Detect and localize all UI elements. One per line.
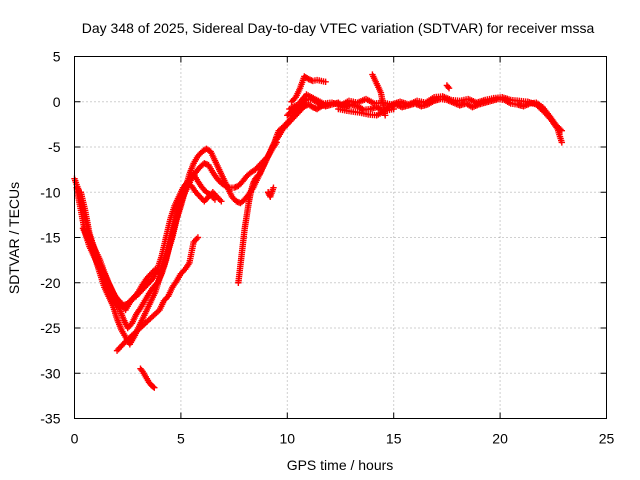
x-tick-label: 0 [71,431,79,447]
series-track-f [288,73,329,105]
data-point-plus [151,384,158,391]
series-track-e [235,100,308,286]
series-track-k [369,71,453,119]
data-point-plus [322,78,329,86]
y-tick-label: -30 [40,365,60,381]
x-tick-label: 20 [492,431,508,447]
y-tick-label: -35 [40,411,60,427]
y-axis-label: SDTVAR / TECUs [6,182,22,294]
data-point-plus [218,198,225,205]
x-tick-label: 25 [599,431,615,447]
series-track-h [286,91,566,146]
y-tick-labels: 5 0 -5 -10 -15 -20 -25 -30 -35 [40,49,60,427]
series-track-l [113,184,277,354]
series-track-d [77,180,225,309]
series-track-c [79,101,329,348]
data-point-plus [445,84,453,92]
data-point-plus [150,383,157,391]
x-tick-label: 15 [386,431,402,447]
data-point-plus [558,139,566,146]
plot-frame [74,56,607,419]
y-tick-label: 0 [53,94,61,110]
data-point-plus [390,105,397,113]
x-axis-label: GPS time / hours [287,457,394,473]
x-tick-labels: 0 5 10 15 20 25 [71,431,615,447]
data-point-plus [381,112,389,119]
series-track-b [73,139,280,332]
y-tick-label: 5 [53,49,61,65]
y-tick-label: -25 [40,320,60,336]
series-track-j [137,365,158,391]
data-point-plus [270,184,277,191]
data-points [71,71,566,391]
x-tick-label: 10 [280,431,296,447]
data-point-plus [194,234,202,241]
data-point-plus [444,83,452,91]
y-tick-label: -15 [40,230,60,246]
y-tick-label: -10 [40,184,60,200]
y-tick-label: -5 [48,139,61,155]
series-track-i [335,105,397,119]
x-tick-label: 5 [177,431,185,447]
y-tick-label: -20 [40,275,60,291]
chart-title: Day 348 of 2025, Sidereal Day-to-day VTE… [82,20,595,36]
